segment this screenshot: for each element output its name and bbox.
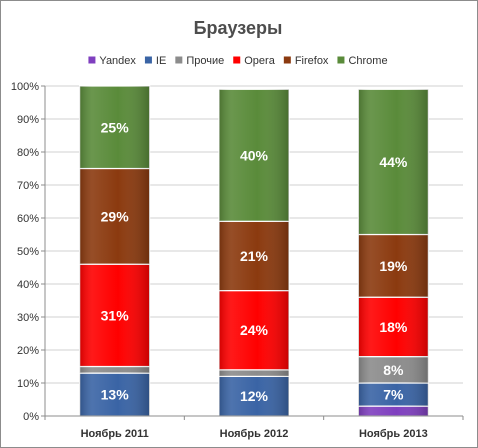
legend-label: Chrome (348, 55, 387, 67)
y-tick-label: 10% (17, 378, 39, 390)
bar-segment-shading (79, 366, 150, 374)
bar-segment-shading (219, 221, 289, 291)
y-tick-label: 20% (17, 345, 39, 357)
x-tick-label: Ноябрь 2013 (359, 428, 428, 440)
data-label: 13% (101, 387, 130, 403)
data-label: 19% (379, 258, 408, 274)
y-tick-label: 0% (23, 411, 39, 423)
y-tick-label: 60% (17, 213, 39, 225)
bar-segment-shading (219, 376, 289, 416)
y-tick-label: 30% (17, 312, 39, 324)
legend-item-series-2: Прочие (175, 55, 224, 67)
legend-item-chrome: Chrome (337, 55, 388, 67)
data-label: 29% (101, 208, 130, 224)
bar-segment-shading (79, 264, 150, 367)
data-label: 44% (379, 154, 408, 170)
bar-segment-shading (79, 168, 150, 265)
legend-label: Yandex (99, 55, 136, 67)
data-label: 8% (383, 362, 404, 378)
bar-segment-shading (219, 369, 289, 377)
bar-segment-shading (79, 373, 150, 416)
data-label: 18% (379, 319, 408, 335)
legend-swatch (283, 56, 291, 64)
data-label: 31% (101, 307, 130, 323)
legend-swatch (88, 56, 96, 64)
legend-item-ie: IE (144, 55, 166, 67)
x-axis: Ноябрь 2011 Ноябрь 2012 Ноябрь 2013 (44, 415, 464, 440)
bar-segment-shading (219, 290, 289, 370)
data-label: 24% (240, 322, 269, 338)
legend-swatch (144, 56, 152, 64)
y-tick-label: 40% (17, 279, 39, 291)
data-label: 21% (240, 248, 269, 264)
data-label: 40% (240, 147, 269, 163)
chart-title: Браузеры (194, 18, 283, 38)
legend-item-yandex: Yandex (88, 55, 136, 67)
x-tick-label: Ноябрь 2011 (81, 428, 149, 440)
legend-label: Прочие (186, 55, 224, 67)
x-tick-label: Ноябрь 2012 (220, 428, 289, 440)
chart-legend: Yandex IE Прочие Opera Firefox Chrome (88, 55, 388, 67)
legend-label: Opera (244, 55, 275, 67)
legend-item-firefox: Firefox (283, 55, 329, 67)
legend-label: IE (156, 55, 166, 67)
bar-segment-shading (219, 89, 289, 222)
y-axis: 0% 10% 20% 30% 40% 50% 60% 70% 80% 90% 100% (11, 81, 46, 423)
bar-segment-shading (358, 234, 429, 298)
legend-swatch (175, 56, 183, 64)
legend-item-opera: Opera (233, 55, 276, 67)
y-tick-label: 70% (17, 180, 39, 192)
legend-swatch (337, 56, 345, 64)
bar-segment-shading (358, 89, 429, 235)
y-tick-label: 80% (17, 147, 39, 159)
data-label: 25% (101, 119, 130, 135)
bar-segment-shading (358, 406, 429, 416)
data-label: 7% (383, 387, 404, 403)
y-tick-label: 100% (11, 81, 39, 93)
bar-segment-shading (358, 383, 429, 407)
y-tick-label: 50% (17, 246, 39, 258)
bar-segment-shading (358, 297, 429, 357)
y-tick-label: 90% (17, 114, 39, 126)
data-label: 12% (240, 388, 269, 404)
chart-bars: 13% 31% 29% 25% 12% 24% 21% 40% 7% 8% 18% 19% 44% (79, 85, 429, 417)
legend-swatch (233, 56, 241, 64)
legend-label: Firefox (295, 55, 329, 67)
bar-segment-shading (358, 356, 429, 383)
bar-segment-shading (79, 86, 150, 169)
